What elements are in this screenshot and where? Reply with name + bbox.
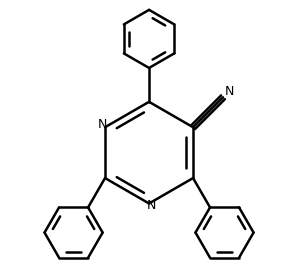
Text: N: N [98, 118, 107, 131]
Text: N: N [224, 85, 234, 98]
Text: N: N [147, 199, 156, 213]
